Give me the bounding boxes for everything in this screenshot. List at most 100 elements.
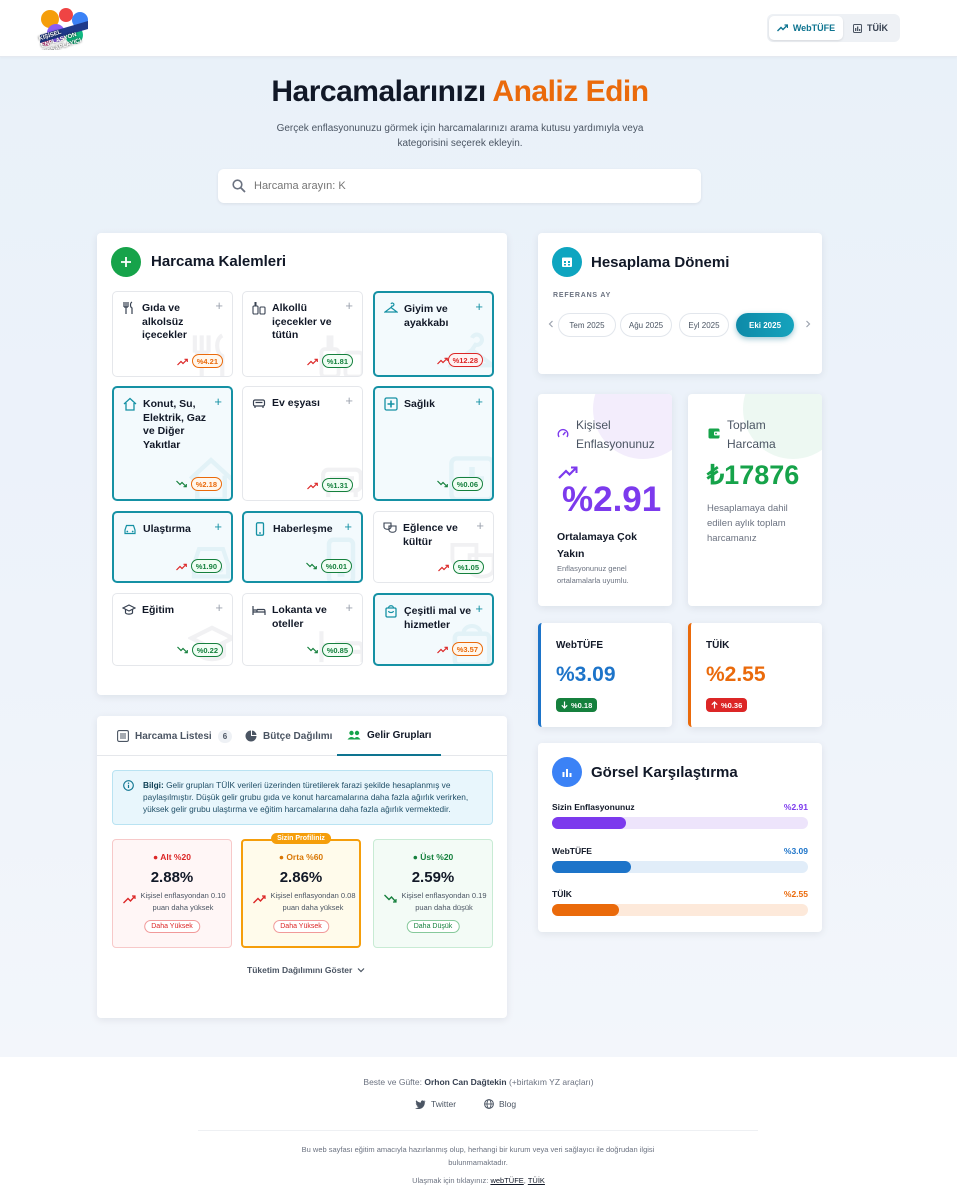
- transport-icon: [124, 524, 136, 535]
- webtufe-delta-badge: %0.18: [556, 698, 598, 712]
- month-sep-2025[interactable]: Eyl 2025: [679, 313, 729, 337]
- category-name: Ev eşyası: [272, 397, 320, 409]
- add-icon[interactable]: +: [214, 519, 222, 534]
- add-icon[interactable]: +: [215, 600, 223, 615]
- category-card-communication[interactable]: Haberleşme + %0.01: [242, 511, 363, 583]
- trending-up-icon: [123, 895, 136, 904]
- alcohol-icon: [252, 302, 266, 315]
- webtufe-value: %3.09: [556, 663, 616, 686]
- search-input[interactable]: [254, 180, 674, 192]
- personal-inflation-card: Kişisel Enflasyonunuz %2.91 Ortalamaya Ç…: [538, 394, 672, 606]
- clothing-icon: [384, 302, 398, 313]
- total-spending-value: ₺17876: [707, 460, 800, 490]
- income-info-box: Bilgi: Gelir grupları TÜİK verileri üzer…: [112, 770, 493, 825]
- income-group-low: ● Alt %20 2.88% Kişisel enflasyondan 0.1…: [112, 839, 232, 948]
- tuik-card: TÜİK %2.55 %0.36: [688, 623, 822, 727]
- tab-budget[interactable]: Bütçe Dağılımı: [245, 716, 332, 756]
- trending-down-icon: [306, 562, 317, 570]
- category-card-housing[interactable]: Konut, Su, Elektrik, Gaz ve Diğer Yakıtl…: [112, 386, 233, 501]
- footer: Beste ve Güfte: Orhon Can Dağtekin (+bir…: [0, 1057, 957, 1200]
- income-group-high-value: 2.59%: [411, 869, 455, 886]
- compare-bar-row: WebTÜFE %3.09: [552, 846, 808, 876]
- trending-up-icon: [776, 24, 788, 32]
- pie-icon: [245, 730, 257, 742]
- search-box: [218, 169, 701, 203]
- footer-links: Twitter Blog: [415, 1099, 516, 1109]
- category-change-badge: %0.06: [451, 477, 483, 491]
- category-change-badge: %1.81: [321, 354, 353, 368]
- category-card-furnishing[interactable]: Ev eşyası + %1.31: [242, 386, 363, 501]
- add-icon[interactable]: +: [475, 601, 483, 616]
- category-name: Eğlence ve kültür: [403, 522, 458, 548]
- twitter-icon: [415, 1099, 426, 1109]
- people-icon: [347, 730, 361, 740]
- trending-down-icon: [177, 646, 188, 654]
- add-icon[interactable]: +: [215, 298, 223, 313]
- tab-expense-list-label: Harcama Listesi: [135, 730, 212, 742]
- nav-webtufe[interactable]: WebTÜFE: [769, 16, 843, 40]
- category-card-health[interactable]: Sağlık + %0.06: [373, 386, 494, 501]
- tab-expense-list[interactable]: Harcama Listesi 6: [117, 716, 233, 756]
- blog-link[interactable]: Blog: [484, 1099, 516, 1109]
- add-icon[interactable]: +: [344, 519, 352, 534]
- add-icon[interactable]: +: [345, 298, 353, 313]
- calendar-icon: [552, 247, 582, 277]
- author-name: Orhon Can Dağtekin: [424, 1077, 507, 1087]
- trending-up-icon: [438, 564, 449, 572]
- category-card-clothing[interactable]: Giyim ve ayakkabı + %12.28: [373, 291, 494, 377]
- source-switch: WebTÜFE TÜİK: [767, 14, 900, 42]
- category-card-restaurants[interactable]: Lokanta ve oteller + %0.85: [242, 593, 363, 666]
- income-group-low-badge: Daha Yüksek: [144, 920, 200, 933]
- chevron-left-icon[interactable]: [548, 320, 554, 328]
- category-card-education[interactable]: Eğitim + %0.22: [112, 593, 233, 666]
- category-card-misc[interactable]: Çeşitli mal ve hizmetler + %3.57: [373, 593, 494, 666]
- income-group-high-badge: Daha Düşük: [406, 920, 460, 933]
- misc-icon: [385, 605, 397, 618]
- add-circle-icon: [111, 247, 141, 277]
- hero-title-accent: Analiz Edin: [492, 75, 649, 108]
- categories-title: Harcama Kalemleri: [151, 253, 287, 270]
- twitter-link[interactable]: Twitter: [415, 1099, 456, 1109]
- category-change-badge: %0.22: [191, 643, 223, 657]
- compare-bar-value: %2.55: [783, 889, 808, 899]
- show-distribution-button[interactable]: Tüketim Dağılımını Göster: [247, 965, 365, 975]
- housing-icon: [123, 397, 137, 411]
- add-icon[interactable]: +: [345, 600, 353, 615]
- nav-tuik[interactable]: TÜİK: [843, 16, 898, 40]
- category-card-recreation[interactable]: Eğlence ve kültür + %1.05: [373, 511, 494, 583]
- category-card-alcohol[interactable]: Alkollü içecekler ve tütün + %1.81: [242, 291, 363, 377]
- tab-budget-label: Bütçe Dağılımı: [263, 730, 333, 742]
- tab-income-groups[interactable]: Gelir Grupları: [337, 716, 442, 756]
- income-group-low-desc: Kişisel enflasyondan 0.10 puan daha yüks…: [140, 891, 226, 912]
- compare-bar-value: %3.09: [783, 846, 808, 856]
- list-icon: [117, 730, 129, 742]
- add-icon[interactable]: +: [475, 394, 483, 409]
- app-logo[interactable]: KİŞİSEL ENFLASYON HESAPLAYICI: [36, 5, 92, 50]
- category-name: Ulaştırma: [143, 523, 191, 535]
- month-oct-2025[interactable]: Eki 2025: [736, 313, 794, 337]
- month-jul-2025[interactable]: Tem 2025: [558, 313, 616, 337]
- footer-credit: Beste ve Güfte: Orhon Can Dağtekin (+bir…: [363, 1077, 594, 1087]
- compare-bar-fill: [552, 817, 627, 829]
- chevron-right-icon[interactable]: [805, 320, 811, 328]
- info-text: Gelir grupları TÜİK verileri üzerinden t…: [143, 780, 469, 814]
- hero-title: Harcamalarınızı Analiz Edin: [0, 75, 920, 109]
- category-change-badge: %1.05: [452, 560, 484, 574]
- trending-up-icon: [177, 358, 188, 366]
- category-card-food[interactable]: Gıda ve alkolsüz içecekler + %4.21: [112, 291, 233, 377]
- add-icon[interactable]: +: [476, 518, 484, 533]
- total-spending-note: Hesaplamaya dahil edilen aylık toplam ha…: [707, 503, 788, 544]
- contact-webtufe-link[interactable]: webTÜFE: [490, 1176, 524, 1185]
- tuik-value: %2.55: [706, 663, 766, 686]
- tuik-delta-badge: %0.36: [706, 698, 748, 712]
- month-aug-2025[interactable]: Ağu 2025: [620, 313, 672, 337]
- category-name: Gıda ve alkolsüz içecekler: [142, 302, 187, 341]
- add-icon[interactable]: +: [475, 299, 483, 314]
- category-card-transport[interactable]: Ulaştırma + %1.90: [112, 511, 233, 583]
- compare-bar-track: [552, 861, 808, 873]
- add-icon[interactable]: +: [214, 394, 222, 409]
- restaurants-icon: [252, 606, 266, 615]
- category-change-badge: %12.28: [447, 353, 483, 367]
- add-icon[interactable]: +: [345, 393, 353, 408]
- contact-tuik-link[interactable]: TÜİK: [527, 1176, 545, 1185]
